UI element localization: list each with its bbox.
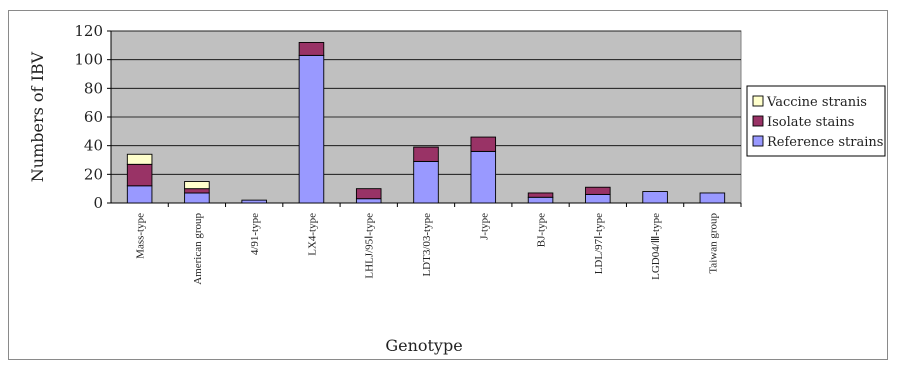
chart-container: 0 20 40 60 80 100 120 Mass-type American group 4…	[8, 10, 888, 360]
y-tick-label: 100	[74, 51, 103, 69]
legend-swatch	[752, 95, 764, 107]
category-label: LX4-type	[306, 213, 318, 256]
legend-box	[746, 85, 886, 157]
bar-reference-strains	[126, 185, 153, 204]
y-tick-label: 80	[84, 79, 103, 97]
category-label: LDT3/03-type	[421, 213, 433, 277]
category-label: BJ-type	[536, 213, 548, 247]
y-tick-label: 40	[84, 137, 103, 155]
bar-isolate-stains	[585, 186, 611, 195]
bar-reference-strains	[585, 193, 611, 204]
y-tick-label: 0	[93, 194, 103, 212]
category-label: LGD04/Ⅲ-type	[650, 213, 662, 280]
bar-reference-strains	[470, 150, 497, 204]
bar-isolate-stains	[413, 146, 439, 162]
bar-reference-strains	[642, 191, 668, 204]
bar-reference-strains	[241, 199, 267, 204]
stacked-bar-chart: 0 20 40 60 80 100 120 Mass-type American group 4…	[28, 22, 886, 355]
legend-label: Reference strains	[767, 135, 883, 150]
axes: 0 20 40 60 80 100 120	[74, 22, 742, 212]
bar-reference-strains	[527, 196, 554, 204]
category-label: Mass-type	[135, 213, 147, 259]
legend: Vaccine stranis Isolate stains Reference s…	[746, 85, 886, 157]
bar-vaccine-stranis	[126, 153, 153, 165]
category-label: 4/91-type	[249, 213, 261, 255]
legend-label: Isolate stains	[767, 115, 854, 130]
legend-label: Vaccine stranis	[766, 95, 867, 110]
x-axis-title: Genotype	[385, 336, 462, 355]
bar-isolate-stains	[126, 163, 153, 187]
bar-isolate-stains	[298, 42, 325, 56]
legend-swatch	[752, 135, 764, 147]
bar-reference-strains	[355, 198, 382, 204]
category-label: Taiwan group	[707, 213, 719, 274]
bar-reference-strains	[699, 192, 726, 204]
y-tick-label: 20	[84, 165, 103, 183]
legend-swatch	[752, 115, 764, 127]
bars	[126, 42, 726, 204]
y-axis-title: Numbers of IBV	[28, 51, 47, 182]
bar-isolate-stains	[470, 136, 497, 152]
category-label: LHLJ/95Ⅰ-type	[364, 213, 376, 279]
bar-reference-strains	[298, 54, 325, 204]
bar-reference-strains	[184, 192, 210, 204]
category-label: American group	[192, 213, 204, 285]
category-label: J-type	[478, 213, 490, 240]
y-tick-label: 60	[84, 108, 103, 126]
bar-vaccine-stranis	[184, 181, 210, 190]
category-label: LDL/97Ⅰ-type	[593, 213, 605, 274]
bar-isolate-stains	[355, 188, 382, 200]
bar-isolate-stains	[184, 188, 210, 194]
bar-reference-strains	[413, 160, 439, 204]
y-tick-label: 120	[74, 22, 103, 40]
category-labels: Mass-type American group 4/91-type LX4-type…	[135, 213, 720, 285]
bar-isolate-stains	[527, 192, 554, 198]
